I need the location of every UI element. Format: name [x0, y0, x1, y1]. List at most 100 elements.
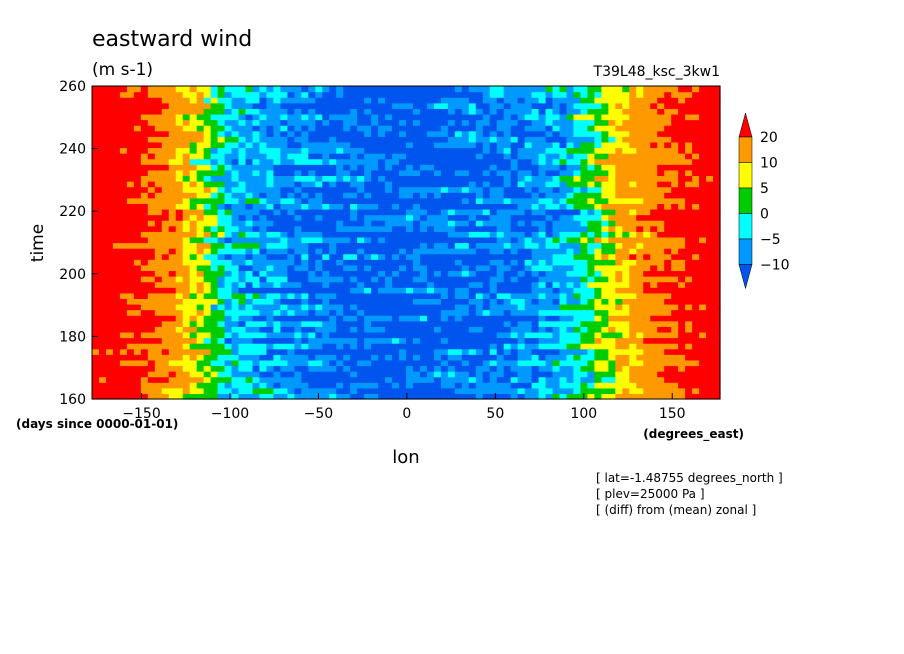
field-cell [182, 125, 191, 132]
field-cell [433, 337, 442, 344]
field-cell [503, 225, 512, 232]
field-cell [622, 292, 630, 299]
field-cell [287, 354, 295, 361]
field-cell [105, 264, 114, 272]
field-cell [622, 136, 630, 143]
field-cell [399, 203, 407, 210]
field-cell [692, 113, 700, 121]
field-cell [147, 113, 156, 121]
field-cell [161, 337, 170, 344]
field-cell [643, 315, 651, 322]
field-cell [573, 91, 582, 98]
field-cell [196, 326, 205, 333]
field-cell [105, 326, 114, 333]
field-cell [524, 242, 533, 249]
field-cell [252, 298, 261, 305]
field-cell [224, 130, 233, 137]
field-cell [678, 181, 686, 188]
field-cell [433, 153, 442, 160]
field-cell [496, 158, 505, 165]
field-cell [489, 253, 498, 260]
field-cell [126, 164, 135, 171]
field-cell [140, 141, 149, 149]
field-cell [133, 331, 142, 339]
field-cell [587, 281, 595, 288]
field-cell [489, 208, 498, 216]
field-cell [713, 214, 721, 221]
field-cell [608, 281, 616, 288]
field-cell [133, 253, 142, 260]
field-cell [98, 97, 107, 104]
field-cell [154, 108, 163, 115]
field-cell [419, 231, 428, 238]
field-cell [440, 343, 449, 350]
field-cell [133, 108, 142, 115]
field-cell [622, 359, 630, 367]
field-cell [98, 354, 107, 361]
field-cell [301, 276, 309, 283]
field-cell [468, 97, 477, 104]
field-cell [322, 153, 330, 160]
field-cell [280, 125, 288, 132]
field-cell [531, 276, 540, 283]
field-cell [699, 203, 707, 210]
field-cell [406, 371, 414, 378]
field-cell [287, 108, 295, 115]
field-cell [699, 354, 707, 361]
field-cell [357, 108, 365, 115]
field-cell [182, 259, 191, 266]
field-cell [280, 164, 288, 171]
field-cell [287, 175, 295, 182]
field-cell [154, 264, 163, 272]
field-cell [357, 287, 365, 294]
field-cell [545, 393, 554, 400]
field-cell [259, 315, 268, 322]
field-cell [461, 192, 470, 199]
field-cell [140, 337, 149, 344]
field-cell [336, 298, 344, 305]
field-cell [399, 365, 407, 372]
field-cell [210, 343, 219, 350]
field-cell [406, 326, 414, 333]
field-cell [196, 359, 205, 367]
field-cell [552, 309, 561, 316]
field-cell [538, 153, 547, 160]
field-cell [496, 242, 505, 249]
field-cell [308, 331, 316, 339]
field-cell [657, 365, 665, 372]
field-cell [385, 130, 393, 137]
field-cell [406, 270, 414, 277]
field-cell [322, 102, 330, 109]
field-cell [517, 220, 526, 227]
field-cell [650, 264, 658, 272]
field-cell [510, 354, 519, 361]
field-cell [706, 382, 714, 389]
field-cell [671, 141, 679, 149]
field-cell [301, 309, 309, 316]
field-cell [350, 236, 358, 244]
field-cell [126, 337, 135, 344]
field-cell [371, 276, 379, 283]
field-cell [273, 337, 281, 344]
field-cell [343, 281, 351, 288]
field-cell [468, 130, 477, 137]
field-cell [161, 181, 170, 188]
field-cell [196, 382, 205, 389]
field-cell [182, 287, 191, 294]
field-cell [133, 376, 142, 383]
field-cell [196, 164, 205, 171]
field-cell [503, 331, 512, 339]
field-cell [231, 248, 240, 255]
field-cell [524, 281, 533, 288]
field-cell [678, 130, 686, 137]
field-cell [371, 287, 379, 294]
field-cell [322, 181, 330, 188]
field-cell [378, 259, 386, 266]
field-cell [217, 181, 226, 188]
field-cell [217, 119, 226, 126]
field-cell [559, 164, 568, 171]
field-cell [482, 348, 491, 355]
field-cell [217, 253, 226, 260]
field-cell [203, 108, 212, 115]
field-cell [664, 225, 672, 232]
